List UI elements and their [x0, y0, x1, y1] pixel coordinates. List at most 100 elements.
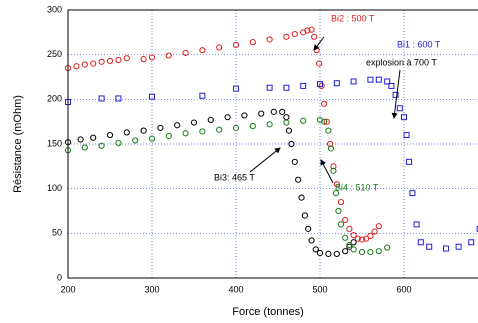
point	[455, 243, 462, 250]
point	[207, 116, 214, 123]
point	[249, 39, 256, 46]
point	[106, 57, 114, 65]
point	[426, 243, 433, 250]
point	[81, 61, 88, 68]
y-axis-title: Résistance (mOhm)	[12, 95, 24, 193]
x-axis-title: Force (tonnes)	[232, 306, 304, 318]
point	[266, 121, 273, 128]
point	[132, 137, 139, 144]
point	[308, 237, 315, 244]
point	[367, 248, 374, 256]
point	[157, 124, 164, 132]
point	[233, 85, 239, 92]
point	[350, 239, 357, 246]
point	[342, 248, 349, 255]
y-tick-label: 100	[47, 183, 62, 193]
point	[358, 248, 366, 256]
annotation: Bi2 : 500 T	[331, 13, 375, 23]
point	[241, 112, 248, 119]
point	[300, 82, 307, 89]
y-tick-label: 300	[47, 4, 62, 14]
point	[327, 145, 335, 152]
point	[182, 49, 189, 56]
point	[90, 134, 97, 141]
point	[312, 246, 319, 253]
point	[123, 55, 130, 62]
point	[406, 158, 413, 165]
point	[330, 163, 337, 170]
y-tick-label: 50	[52, 228, 62, 238]
point	[317, 81, 323, 88]
point	[375, 223, 382, 230]
point	[270, 108, 277, 115]
point	[330, 167, 337, 174]
point	[384, 244, 391, 251]
point	[305, 225, 312, 232]
point	[308, 26, 315, 33]
point	[291, 31, 298, 38]
point	[476, 225, 478, 232]
point	[443, 245, 449, 252]
y-tick-label: 250	[47, 49, 62, 59]
point	[401, 114, 407, 121]
point	[342, 234, 349, 241]
annotation: Bi3: 465 T	[214, 172, 255, 182]
point	[98, 95, 105, 102]
annotation: Bi1 : 600 T	[397, 39, 441, 49]
point	[325, 250, 332, 257]
point	[165, 52, 172, 59]
point	[396, 105, 403, 112]
point	[371, 228, 378, 235]
point	[149, 93, 155, 100]
x-tick-label: 600	[396, 284, 411, 294]
x-tick-label: 400	[228, 284, 243, 294]
point	[199, 128, 206, 135]
point	[90, 60, 97, 67]
point	[283, 33, 290, 40]
point	[323, 118, 330, 125]
point	[417, 239, 424, 246]
point	[81, 144, 88, 151]
point	[316, 60, 323, 67]
point	[279, 108, 286, 115]
plot-frame	[67, 9, 478, 279]
point	[232, 41, 240, 48]
point	[326, 140, 334, 148]
point	[98, 58, 105, 65]
point	[182, 130, 189, 137]
point	[392, 91, 399, 98]
x-tick-label: 500	[312, 284, 327, 294]
point	[216, 126, 223, 133]
point	[300, 117, 307, 124]
point	[337, 198, 345, 206]
point	[77, 136, 84, 143]
point	[321, 100, 328, 107]
point	[468, 239, 475, 246]
point	[350, 246, 357, 253]
point	[332, 190, 340, 197]
y-tick-label: 150	[47, 138, 62, 148]
point	[148, 54, 156, 61]
point	[325, 127, 332, 134]
point	[304, 27, 311, 34]
point	[350, 232, 357, 239]
point	[216, 44, 223, 51]
point	[148, 135, 156, 142]
arrow	[391, 69, 401, 119]
point	[98, 142, 105, 149]
point	[333, 181, 340, 188]
point	[354, 235, 361, 242]
point	[115, 140, 122, 147]
point	[358, 236, 366, 243]
point	[403, 132, 410, 139]
point	[333, 80, 340, 87]
point	[409, 190, 416, 197]
arrow	[320, 159, 334, 184]
point	[123, 129, 130, 136]
point	[283, 114, 290, 121]
point	[283, 84, 290, 91]
point	[115, 95, 122, 102]
arrow	[249, 147, 281, 173]
point	[73, 63, 80, 70]
x-tick-label: 200	[60, 284, 75, 294]
